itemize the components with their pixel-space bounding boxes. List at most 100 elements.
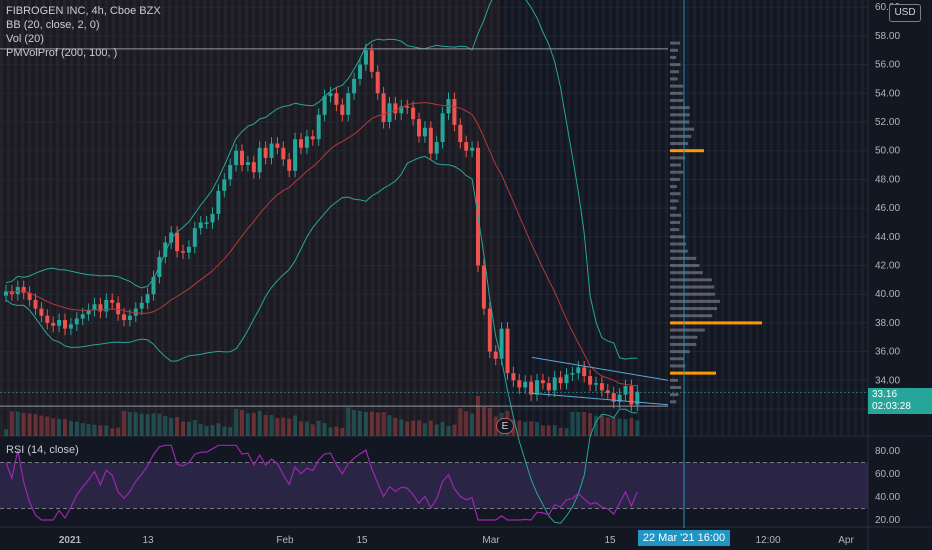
bb-upper-band (5, 0, 638, 360)
volume-bar (458, 408, 463, 436)
bb-basis-line (5, 102, 638, 387)
volume-bar (198, 423, 203, 436)
vertical-grid-band (91, 0, 94, 436)
vertical-grid-band (497, 0, 500, 436)
time-tick-label: Feb (276, 535, 294, 546)
vertical-grid-band (812, 0, 815, 436)
volume-bar (358, 411, 362, 436)
vertical-grid-band (490, 0, 493, 436)
vertical-grid-band (63, 0, 66, 436)
vertical-grid-band (294, 0, 297, 436)
bb-indicator-label[interactable]: BB (20, close, 2, 0) (6, 19, 100, 31)
vertical-grid-band (385, 0, 388, 436)
volume-bar (346, 407, 351, 436)
vertical-grid-band (266, 0, 269, 436)
volume-bar (387, 415, 392, 436)
vertical-grid-band (805, 0, 808, 436)
candle-body (558, 377, 563, 384)
vertical-grid-band (7, 0, 10, 436)
currency-button[interactable]: USD (889, 4, 921, 22)
candle-body (375, 71, 380, 94)
volume-bar (440, 422, 445, 436)
candle-body (570, 373, 575, 375)
candle-body (228, 165, 233, 180)
vertical-grid-band (35, 0, 38, 436)
vertical-grid-band (735, 0, 738, 436)
volume-indicator-label[interactable]: Vol (20) (6, 33, 44, 45)
vertical-grid-band (637, 0, 640, 436)
volume-bar (51, 418, 56, 436)
vertical-grid-band (672, 0, 675, 436)
candle-body (127, 315, 132, 321)
candle-body (499, 328, 504, 359)
volume-bar (558, 427, 563, 436)
volume-bar (275, 418, 280, 436)
vertical-grid-band (595, 0, 598, 436)
vertical-grid-band (448, 0, 451, 436)
volume-bar (517, 420, 522, 436)
volume-bar (576, 411, 581, 436)
volume-profile-bar (670, 364, 686, 368)
vertical-grid-band (259, 0, 262, 436)
volume-bar (181, 421, 185, 436)
volume-bar (352, 410, 357, 436)
candle-body (92, 304, 97, 310)
volume-bar (422, 423, 427, 436)
volume-bar (204, 426, 209, 436)
volume-profile-bar (670, 271, 703, 275)
volume-bar (33, 414, 38, 436)
candle-body (263, 147, 268, 158)
volume-bar (617, 418, 622, 436)
vertical-grid-band (784, 0, 787, 436)
volume-profile-bar (670, 55, 677, 59)
vertical-grid-band (98, 0, 101, 436)
volume-profile-label[interactable]: PMVolProf (200, 100, ) (6, 47, 118, 59)
vertical-grid-band (462, 0, 465, 436)
symbol-title[interactable]: FIBROGEN INC, 4h, Cboe BZX (6, 5, 161, 17)
candle-body (505, 328, 510, 374)
volume-bar (9, 411, 14, 436)
price-tick-label: 52.00 (875, 117, 900, 128)
volume-profile-bar (670, 357, 685, 361)
volume-bar (263, 414, 268, 436)
volume-bar (186, 421, 191, 436)
rsi-indicator-label[interactable]: RSI (14, close) (6, 444, 79, 456)
volume-bar (4, 429, 8, 436)
vertical-grid-band (819, 0, 822, 436)
candle-body (599, 383, 604, 391)
price-tick-label: 56.00 (875, 60, 900, 71)
vertical-grid-band (798, 0, 801, 436)
volume-bar (63, 419, 67, 436)
vertical-grid-band (693, 0, 696, 436)
vertical-grid-band (455, 0, 458, 436)
volume-profile-bar (670, 177, 680, 181)
volume-bar (98, 425, 103, 436)
rsi-tick-label: 60.00 (875, 469, 900, 480)
vertical-grid-band (231, 0, 234, 436)
candle-body (110, 299, 115, 303)
vertical-grid-band (84, 0, 87, 436)
volume-profile-bar (670, 385, 682, 389)
vertical-grid-band (427, 0, 430, 436)
volume-bar (375, 412, 380, 436)
candle-body (104, 299, 109, 312)
candle-body (487, 308, 492, 352)
candle-body (605, 390, 610, 394)
vertical-grid-band (245, 0, 248, 436)
volume-bar (39, 415, 44, 436)
candle-body (310, 136, 315, 140)
candle-body (422, 127, 427, 137)
candle-body (74, 318, 79, 325)
candle-body (39, 308, 44, 316)
volume-bar (594, 415, 598, 436)
vertical-grid-band (322, 0, 325, 436)
price-tick-label: 38.00 (875, 318, 900, 329)
volume-profile-bar (670, 156, 686, 160)
vertical-grid-band (154, 0, 157, 436)
volume-bar (80, 423, 85, 436)
earnings-marker[interactable]: E (496, 418, 514, 434)
vertical-grid-band (532, 0, 535, 436)
vertical-grid-band (623, 0, 626, 436)
price-tick-label: 44.00 (875, 232, 900, 243)
